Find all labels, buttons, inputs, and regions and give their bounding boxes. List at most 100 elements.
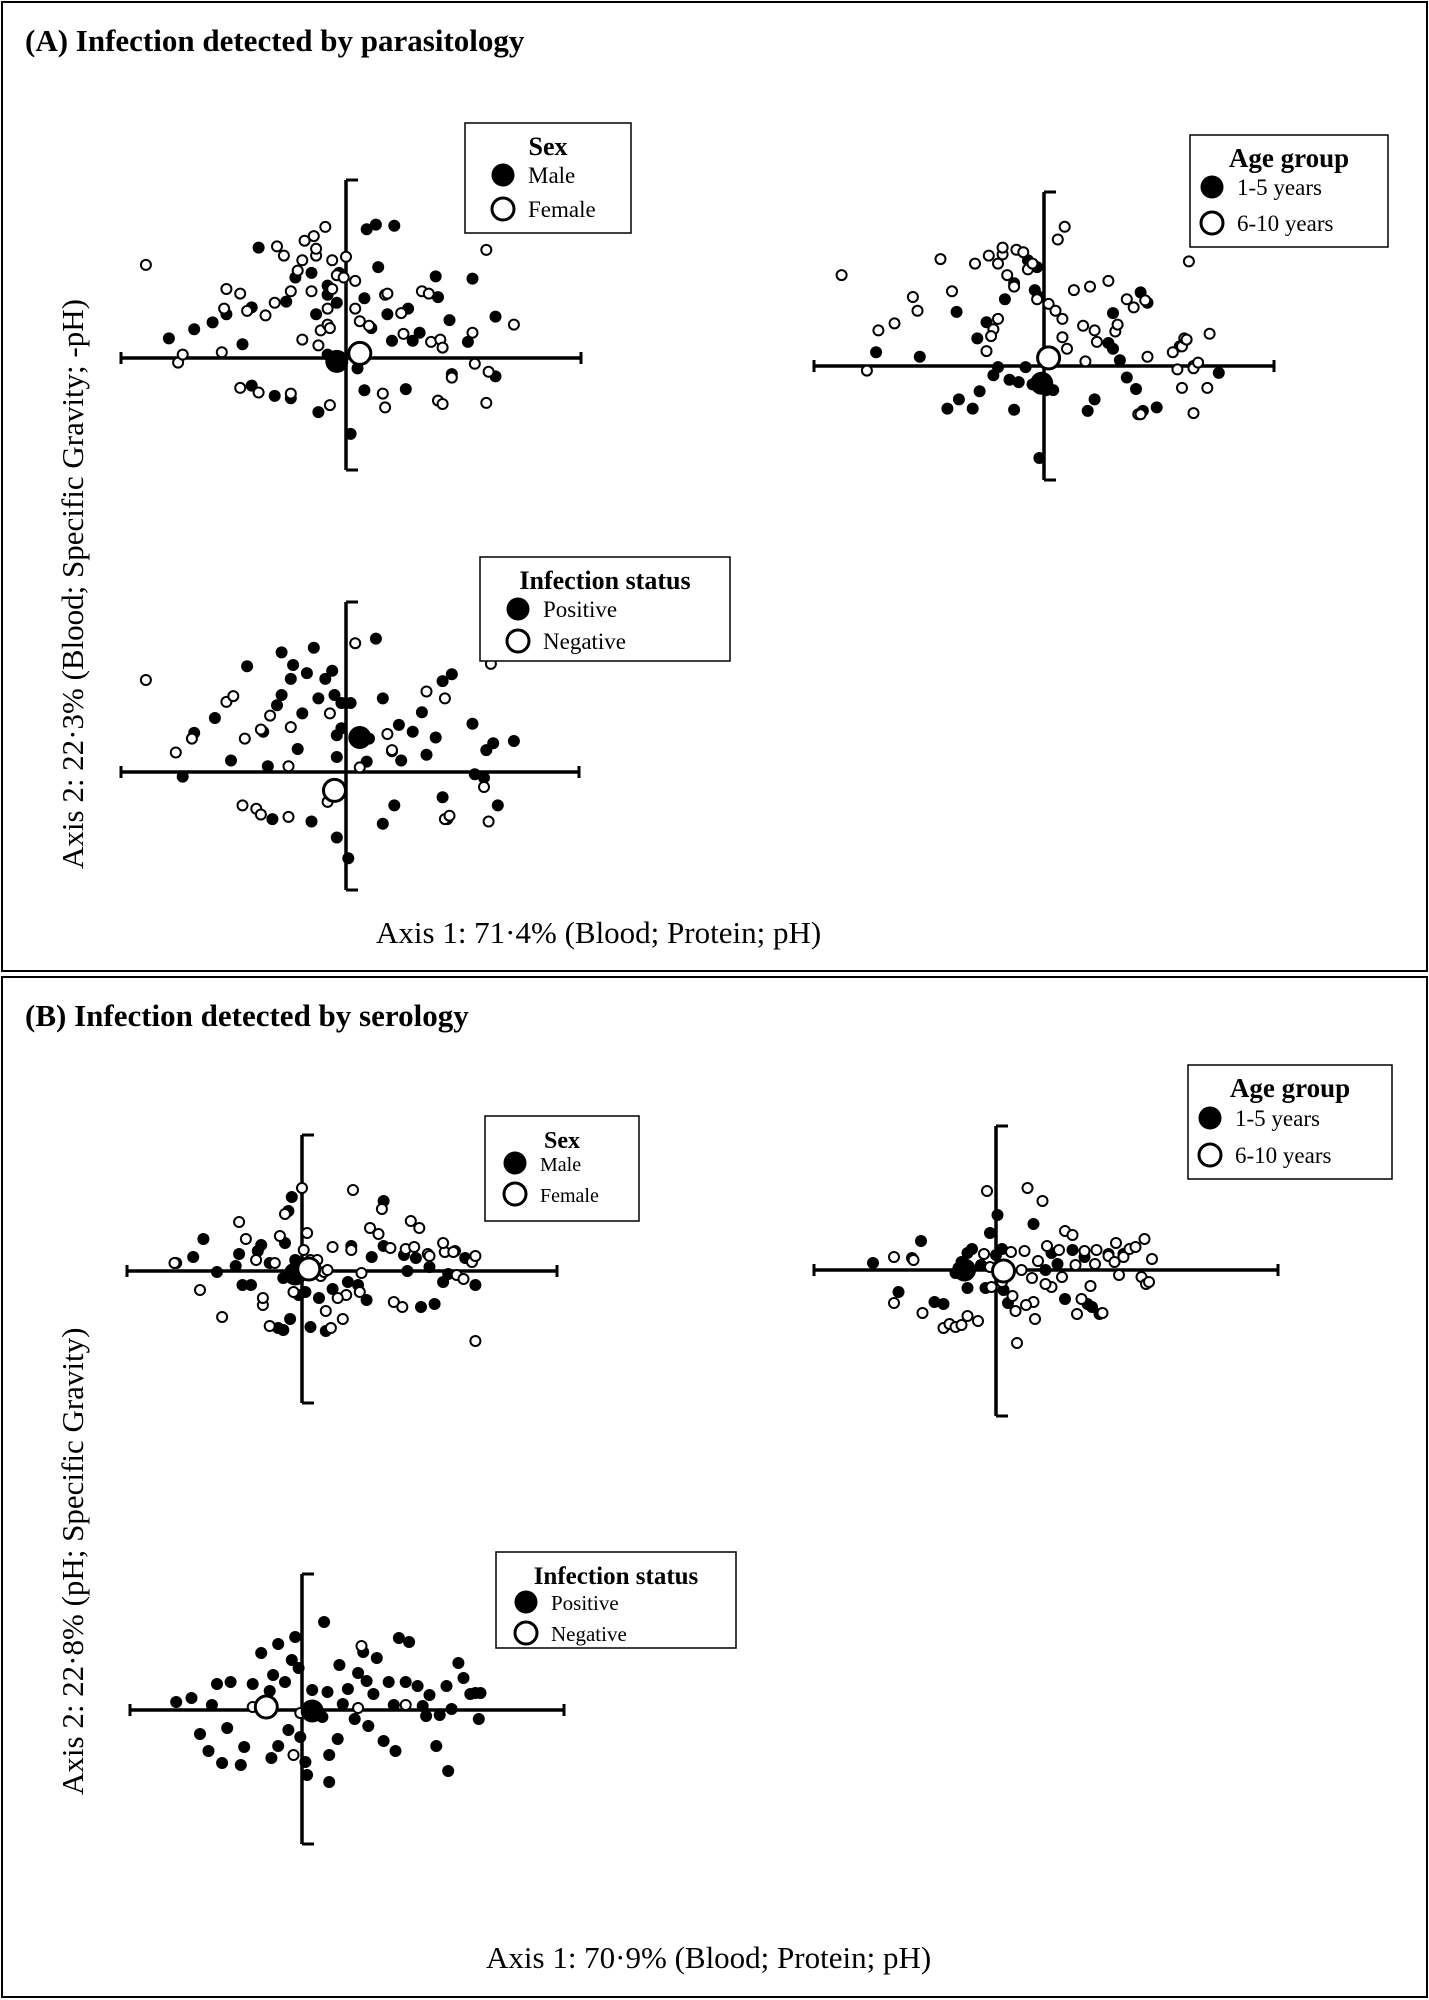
data-point-open <box>287 1749 300 1761</box>
data-point-filled <box>279 1676 291 1688</box>
data-point-filled <box>487 737 500 750</box>
data-point-filled <box>1088 393 1101 406</box>
data-point-open <box>234 287 247 300</box>
data-point-filled <box>1059 1293 1071 1305</box>
data-point-filled <box>376 817 389 830</box>
legend-marker-open <box>502 1181 528 1207</box>
legend-entry-label: Female <box>540 1185 599 1207</box>
data-point-filled <box>282 1724 295 1736</box>
data-point-open <box>381 287 394 300</box>
legend-title: Age group <box>1229 143 1349 173</box>
data-point-open <box>297 1244 310 1256</box>
data-point-filled <box>416 1700 429 1712</box>
data-point-open <box>1117 1251 1130 1263</box>
data-point-open <box>279 1208 291 1220</box>
data-point-filled <box>892 1286 905 1298</box>
data-point-open <box>1051 233 1064 246</box>
data-point-filled <box>370 1652 383 1664</box>
data-point-open <box>955 1319 968 1331</box>
data-point-filled <box>423 1261 436 1273</box>
data-point-filled <box>245 1279 257 1291</box>
data-point-filled <box>399 383 412 396</box>
centroid-filled <box>300 1699 324 1723</box>
data-point-open <box>284 387 297 400</box>
data-point-filled <box>1019 361 1032 374</box>
data-point-filled <box>1051 1258 1064 1270</box>
data-point-filled <box>275 646 288 659</box>
data-point-filled <box>323 1749 336 1761</box>
data-point-filled <box>205 1699 218 1711</box>
data-point-open <box>469 1250 482 1262</box>
data-point-filled <box>913 350 926 363</box>
data-point-open <box>353 1286 366 1298</box>
data-point-open <box>399 1699 412 1711</box>
data-point-filled <box>299 1286 312 1298</box>
data-point-open <box>1061 342 1073 355</box>
data-point-filled <box>234 1759 247 1771</box>
data-point-filled <box>1130 383 1142 395</box>
data-point-open <box>1078 1245 1091 1257</box>
legend-box <box>1189 134 1389 248</box>
data-point-open <box>1129 1241 1142 1253</box>
data-point-open <box>482 365 495 378</box>
data-point-filled <box>445 1703 458 1715</box>
data-point-filled <box>392 718 405 731</box>
data-point-filled <box>241 660 254 673</box>
legend-marker-open <box>1197 1142 1223 1168</box>
data-point-filled <box>442 1765 455 1777</box>
data-point-open <box>326 283 339 295</box>
data-point-open <box>395 307 408 320</box>
data-point-filled <box>265 1752 278 1764</box>
data-point-filled <box>341 1276 354 1288</box>
data-point-open <box>1084 1280 1097 1292</box>
data-point-filled <box>358 292 371 305</box>
data-point-filled <box>185 1692 198 1704</box>
centroid-open <box>322 777 347 803</box>
data-point-filled <box>326 1283 339 1295</box>
data-point-filled <box>966 402 979 415</box>
data-point-open <box>1192 356 1205 369</box>
data-point-filled <box>229 1260 242 1272</box>
data-point-filled <box>406 725 419 738</box>
data-point-filled <box>382 1676 395 1688</box>
data-point-open <box>1021 1182 1034 1194</box>
data-point-filled <box>1107 307 1119 320</box>
data-point-open <box>1143 1276 1155 1288</box>
legend-title: Infection status <box>534 1563 699 1590</box>
data-point-open <box>234 381 247 394</box>
data-point-filled <box>409 1252 422 1264</box>
data-point-open <box>352 1702 365 1714</box>
data-point-filled <box>937 1298 950 1310</box>
data-point-filled <box>961 1282 974 1294</box>
data-point-open <box>835 269 848 282</box>
data-point-open <box>264 709 277 722</box>
data-point-filled <box>436 791 449 804</box>
data-point-open <box>323 707 336 720</box>
legend-marker-open <box>490 196 516 222</box>
data-point-open <box>284 285 297 298</box>
data-point-filled <box>362 1720 375 1732</box>
data-point-open <box>985 1281 998 1293</box>
data-point-filled <box>310 308 323 321</box>
data-point-open <box>1071 1308 1083 1320</box>
data-point-filled <box>984 1227 996 1239</box>
data-point-filled <box>1039 1264 1052 1276</box>
data-point-open <box>980 345 993 358</box>
data-point-open <box>981 1185 993 1197</box>
data-point-open <box>1201 381 1214 394</box>
data-point-filled <box>472 1713 485 1725</box>
data-point-filled <box>271 699 283 712</box>
data-point-filled <box>436 675 449 688</box>
data-point-filled <box>870 346 883 359</box>
data-point-open <box>277 249 290 262</box>
data-point-filled <box>284 1313 297 1325</box>
data-point-open <box>194 1284 206 1296</box>
legend-title: Infection status <box>519 566 690 595</box>
data-point-open <box>992 257 1004 270</box>
legend-marker-open <box>505 628 531 654</box>
data-point-open <box>355 1640 368 1652</box>
data-point-filled <box>313 1292 325 1304</box>
data-point-filled <box>867 1257 879 1269</box>
data-point-open <box>241 304 254 317</box>
